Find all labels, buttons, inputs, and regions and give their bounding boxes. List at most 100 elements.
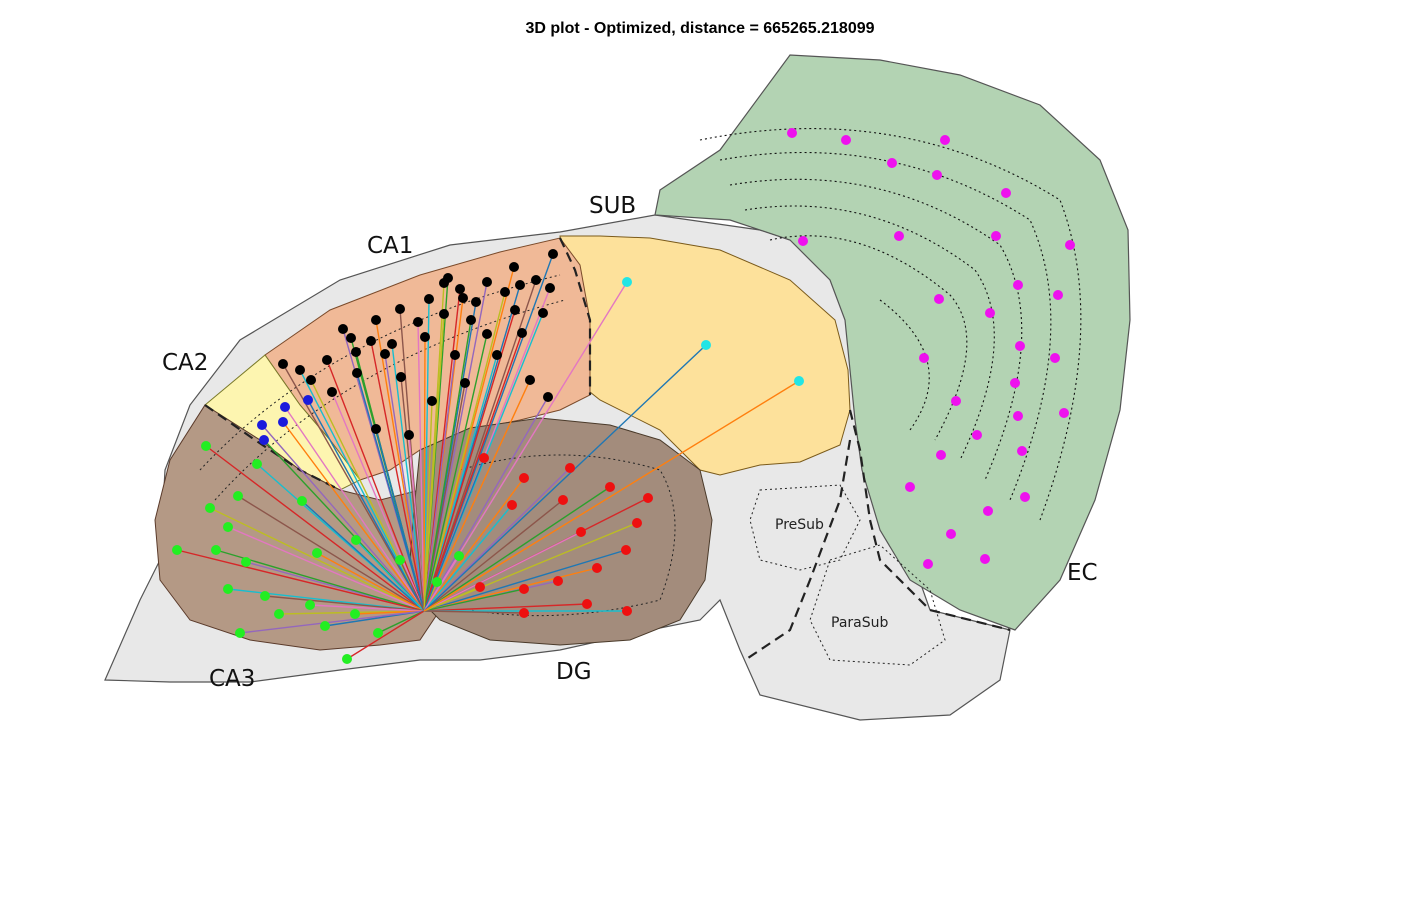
- ca3-point: [205, 503, 215, 513]
- label-sub: SUB: [589, 193, 636, 219]
- sub-point: [794, 376, 804, 386]
- dg-point: [519, 584, 529, 594]
- ca2-point: [280, 402, 290, 412]
- dg-point: [592, 563, 602, 573]
- ec-point: [1013, 411, 1023, 421]
- dg-point: [558, 495, 568, 505]
- ec-region: [654, 54, 1131, 631]
- dg-point: [519, 608, 529, 618]
- ec-point: [919, 353, 929, 363]
- connection-line: [423, 400, 433, 612]
- ca1-point: [545, 283, 555, 293]
- sub-point: [622, 277, 632, 287]
- ca3-point: [320, 621, 330, 631]
- connection-line: [391, 343, 425, 612]
- ca1-point: [455, 284, 465, 294]
- ca3-point: [260, 591, 270, 601]
- connection-line: [282, 363, 425, 612]
- ca3-point: [351, 535, 361, 545]
- ec-point: [841, 135, 851, 145]
- dg-point: [576, 527, 586, 537]
- ca3-point: [241, 557, 251, 567]
- ca2-point: [257, 420, 267, 430]
- connection-line: [423, 344, 707, 612]
- connection-line: [423, 379, 531, 612]
- label-presub: PreSub: [775, 517, 824, 533]
- ca1-point: [439, 278, 449, 288]
- ca1-point: [295, 365, 305, 375]
- label-ca3: CA3: [209, 666, 255, 692]
- connection-line: [227, 526, 425, 612]
- connection-line: [423, 588, 525, 612]
- dg-point: [622, 606, 632, 616]
- ca1-point: [404, 430, 414, 440]
- connection-line: [284, 406, 425, 612]
- ca3-point: [235, 628, 245, 638]
- ec-point: [940, 135, 950, 145]
- connection-line: [423, 380, 800, 612]
- ec-point: [798, 236, 808, 246]
- ca1-point: [306, 375, 316, 385]
- connection-line: [423, 586, 481, 612]
- ca1-point: [500, 287, 510, 297]
- connection-line: [326, 359, 425, 612]
- ca1-point: [460, 378, 470, 388]
- ec-point: [1020, 492, 1030, 502]
- ca3-point: [233, 491, 243, 501]
- dg-point: [582, 599, 592, 609]
- connection-line: [355, 539, 425, 612]
- ca1-point: [338, 324, 348, 334]
- ca3-point: [305, 600, 315, 610]
- ca3-point: [454, 551, 464, 561]
- sub-point: [701, 340, 711, 350]
- ca1-point: [525, 375, 535, 385]
- connection-line: [423, 319, 472, 612]
- ca1-point: [548, 249, 558, 259]
- connection-line: [423, 396, 549, 612]
- ca1-point: [515, 280, 525, 290]
- ca3-point: [312, 548, 322, 558]
- ca1-point: [482, 277, 492, 287]
- ca1-point: [371, 424, 381, 434]
- subregion-outlines: [749, 484, 946, 666]
- ec-point: [905, 482, 915, 492]
- connection-line: [299, 369, 425, 612]
- connection-line: [384, 353, 425, 612]
- ca2-point: [303, 395, 313, 405]
- ca1-point: [413, 317, 423, 327]
- label-ec: EC: [1067, 560, 1098, 586]
- ec-point: [1059, 408, 1069, 418]
- ca1-point: [380, 349, 390, 359]
- ca3-point: [342, 654, 352, 664]
- connection-line: [423, 282, 445, 612]
- ca2-point: [259, 435, 269, 445]
- connection-line: [331, 391, 425, 612]
- dg-point: [507, 500, 517, 510]
- ca1-point: [458, 293, 468, 303]
- ec-point: [991, 231, 1001, 241]
- connection-line: [423, 549, 627, 612]
- connection-line: [215, 549, 425, 612]
- connection-line: [423, 332, 523, 612]
- connection-line: [354, 610, 425, 615]
- ec-point: [1010, 378, 1020, 388]
- label-parasub: ParaSub: [831, 615, 888, 631]
- connection-line: [423, 486, 611, 612]
- ec-point: [936, 450, 946, 460]
- connection-line: [423, 291, 506, 612]
- connection-line: [423, 354, 456, 612]
- dg-point: [621, 545, 631, 555]
- connection-line: [264, 595, 425, 612]
- ec-point: [1065, 240, 1075, 250]
- connection-line: [316, 552, 425, 612]
- ca3-point: [252, 459, 262, 469]
- ec-point: [887, 158, 897, 168]
- ca1-point: [492, 350, 502, 360]
- dg-point: [565, 463, 575, 473]
- ec-point: [894, 231, 904, 241]
- ca3-point: [350, 609, 360, 619]
- label-dg: DG: [556, 659, 592, 685]
- ec-point: [972, 430, 982, 440]
- connection-lines: [176, 253, 800, 660]
- connection-line: [423, 309, 516, 612]
